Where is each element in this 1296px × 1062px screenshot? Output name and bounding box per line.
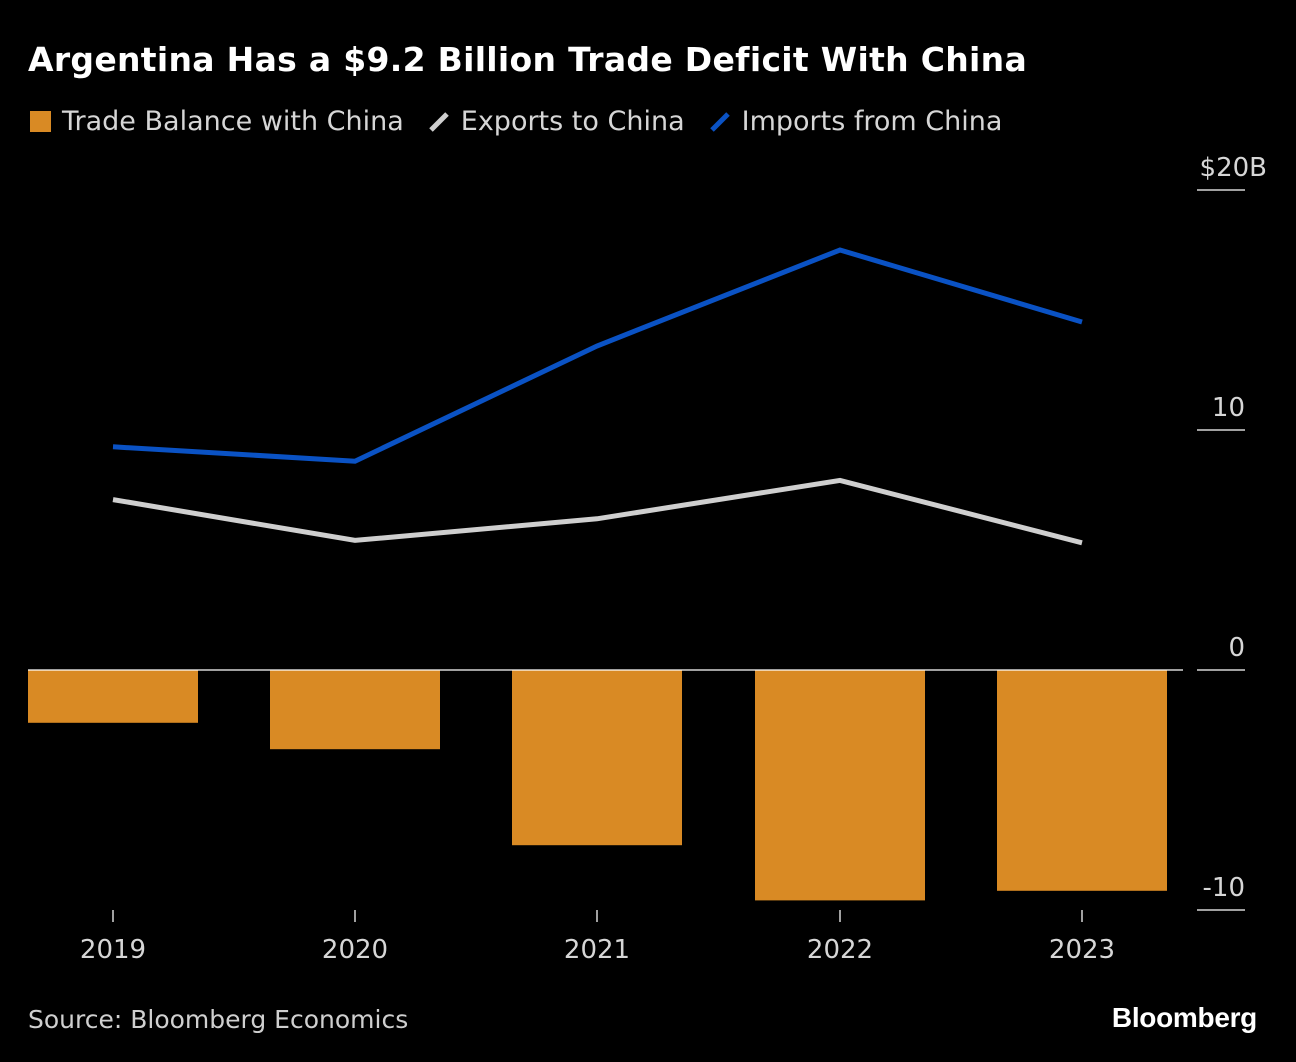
x-tick-label-2020: 2020 [322,935,388,965]
x-tick-label-2019: 2019 [80,935,146,965]
legend-swatch-trade-balance [30,111,51,132]
line-imports-from-china [112,247,1083,464]
x-tick-label-2021: 2021 [564,935,630,965]
bloomberg-logo: Bloomberg [1111,1002,1257,1033]
bar-trade-balance-2022 [755,670,925,901]
legend-swatch-exports [428,111,449,132]
legend-label-trade-balance: Trade Balance with China [62,106,404,137]
legend-swatch-imports [709,111,730,132]
legend: Trade Balance with China Exports to Chin… [30,106,1026,137]
x-tick-label-2022: 2022 [807,935,873,965]
y-tick-label-0: $20B [1200,153,1267,183]
y-tick-label-3: -10 [1203,873,1245,903]
y-tick-label-2: 0 [1228,633,1245,663]
bar-trade-balance-2023 [997,670,1167,891]
legend-item-trade-balance: Trade Balance with China [30,106,404,137]
y-tick-label-1: 10 [1212,393,1245,423]
line-exports-to-china [112,477,1083,546]
legend-item-exports: Exports to China [428,106,685,137]
legend-label-exports: Exports to China [460,106,685,137]
source-note: Source: Bloomberg Economics [28,1005,409,1034]
bar-trade-balance-2019 [28,670,198,723]
bar-trade-balance-2020 [270,670,440,750]
legend-label-imports: Imports from China [741,106,1003,137]
legend-item-imports: Imports from China [709,106,1003,137]
chart-title: Argentina Has a $9.2 Billion Trade Defic… [28,40,1028,79]
bar-trade-balance-2021 [512,670,682,846]
x-tick-label-2023: 2023 [1049,935,1115,965]
